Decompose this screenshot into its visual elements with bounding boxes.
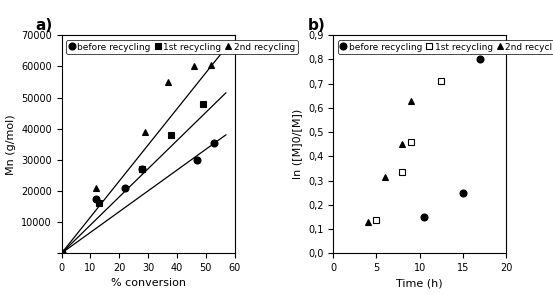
Text: a): a)	[35, 18, 53, 33]
Legend: before recycling, 1st recycling, 2nd recycling: before recycling, 1st recycling, 2nd rec…	[66, 40, 298, 54]
Text: b): b)	[307, 18, 325, 33]
Y-axis label: Mn (g/mol): Mn (g/mol)	[6, 114, 15, 175]
Legend: before recycling, 1st recycling, 2nd recycling: before recycling, 1st recycling, 2nd rec…	[338, 40, 553, 54]
X-axis label: Time (h): Time (h)	[397, 278, 443, 288]
X-axis label: % conversion: % conversion	[111, 278, 186, 288]
Y-axis label: ln ([M]0/[M]): ln ([M]0/[M])	[293, 109, 302, 179]
